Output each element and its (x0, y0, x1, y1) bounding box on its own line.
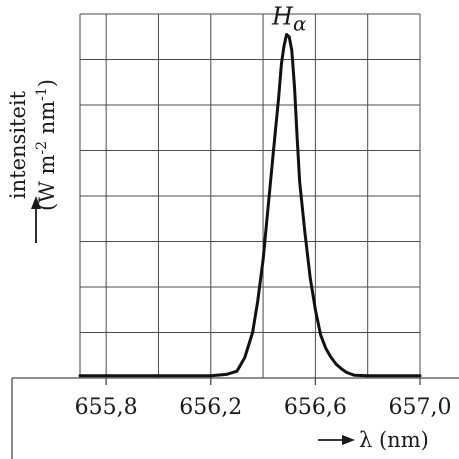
annotation-base: H (271, 2, 294, 30)
series-line (78, 33, 422, 378)
y-axis-label: intensiteit (W m-2 nm-1) (6, 79, 59, 243)
x-tick-label: 655,8 (75, 395, 138, 420)
grid (79, 13, 421, 378)
x-axis-label-text: λ (nm) (359, 428, 429, 452)
y-axis-label-line1: intensiteit (6, 90, 30, 199)
x-tick-label: 656,2 (179, 395, 242, 420)
y-axis-label-line2: (W m-2 nm-1) (34, 79, 59, 211)
x-axis-label: λ (nm) (318, 428, 429, 452)
x-arrow-icon (318, 435, 355, 445)
y-arrow-icon (31, 196, 41, 243)
ylabel-unit-part-5: ) (35, 79, 59, 87)
axes (11, 377, 459, 459)
x-tick-labels: 655,8 656,2 656,6 657,0 (75, 395, 452, 420)
series-layer (78, 33, 422, 378)
ylabel-unit-part-2: -2 (34, 141, 50, 155)
x-tick-label: 657,0 (389, 395, 452, 420)
x-tick-label: 656,6 (284, 395, 347, 420)
ylabel-unit-part-4: -1 (34, 87, 50, 101)
ylabel-unit-part-1: (W m (35, 155, 59, 211)
peak-annotation: Hα (271, 2, 307, 35)
ylabel-unit-part-3: nm (35, 101, 59, 141)
annotation-subscript: α (293, 11, 307, 35)
